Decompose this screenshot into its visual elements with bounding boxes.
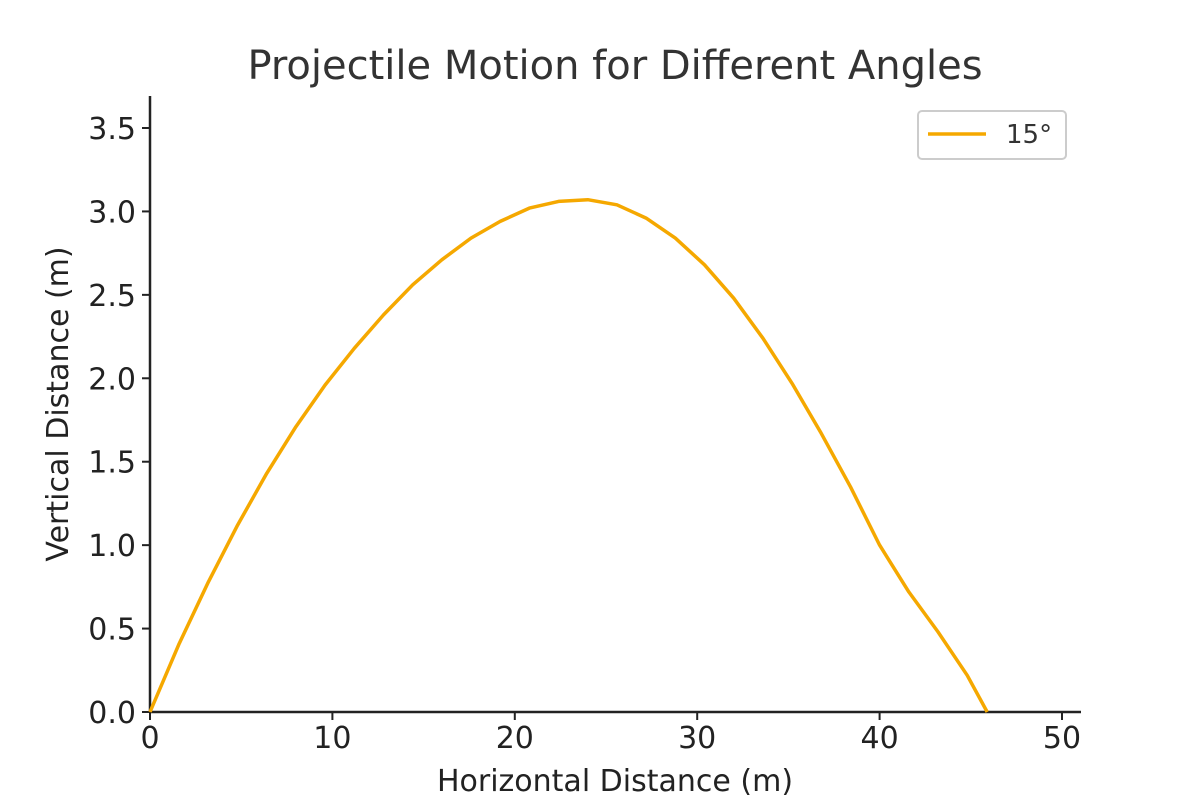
chart-title: Projectile Motion for Different Angles <box>247 43 982 89</box>
y-tick-label: 2.5 <box>88 279 136 314</box>
y-tick-label: 1.0 <box>88 529 136 564</box>
x-tick-label: 40 <box>861 721 899 756</box>
y-tick-label: 0.0 <box>88 696 136 731</box>
legend-box <box>917 110 1067 160</box>
y-tick-label: 0.5 <box>88 613 136 648</box>
legend-label-15: 15° <box>1006 120 1052 150</box>
x-axis-ticks: 0 10 20 30 40 50 <box>140 712 1081 756</box>
x-tick-label: 20 <box>496 721 534 756</box>
y-axis-ticks: 0.0 0.5 1.0 1.5 2.0 2.5 3.0 3.5 <box>88 112 150 731</box>
series-line-15 <box>148 197 989 713</box>
x-tick-label: 30 <box>678 721 716 756</box>
legend: 15° <box>917 110 1067 160</box>
y-tick-label: 2.0 <box>88 362 136 397</box>
x-tick-label: 50 <box>1043 721 1081 756</box>
y-tick-label: 3.5 <box>88 112 136 147</box>
y-tick-label: 3.0 <box>88 195 136 230</box>
x-tick-label: 10 <box>313 721 351 756</box>
x-tick-label: 0 <box>140 721 159 756</box>
y-tick-label: 1.5 <box>88 446 136 481</box>
y-axis-label: Vertical Distance (m) <box>41 246 76 561</box>
series-layer <box>148 197 989 713</box>
x-axis-label: Horizontal Distance (m) <box>437 764 793 799</box>
